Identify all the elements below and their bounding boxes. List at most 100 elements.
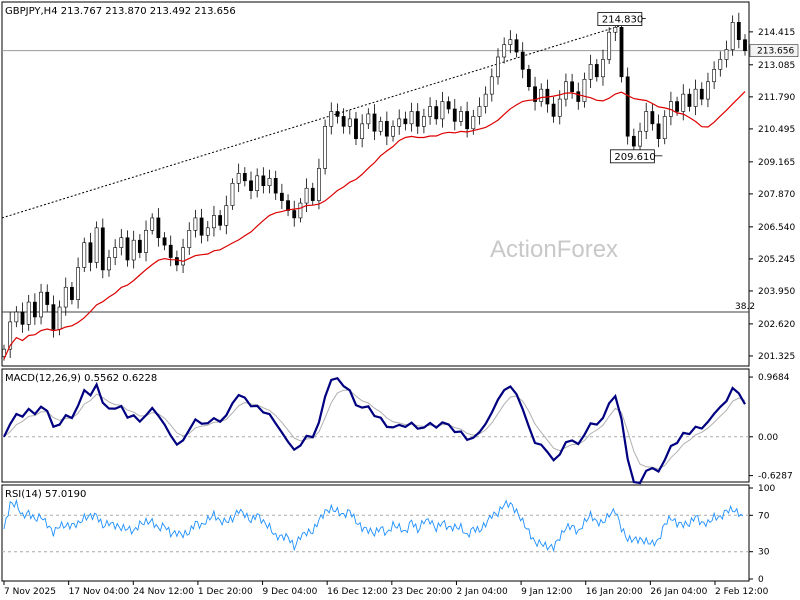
time-tick-label: 24 Nov 12:00	[133, 587, 194, 597]
candle-body	[483, 93, 488, 107]
candle-body	[156, 217, 161, 239]
candle-body	[613, 26, 618, 33]
candle-body	[551, 103, 556, 117]
candle-body	[428, 106, 432, 117]
candle-body	[329, 111, 334, 127]
candle-body	[576, 91, 581, 102]
time-tick-label: 1 Dec 20:00	[198, 587, 253, 597]
candle-body	[298, 202, 303, 219]
candle-body	[51, 304, 56, 330]
annotation-high-label: 214.830	[602, 15, 643, 26]
rsi-axis-ticks: 100 70 30 0	[749, 484, 775, 585]
candle-body	[267, 178, 272, 187]
candle-body	[502, 44, 507, 58]
candle-body	[205, 227, 210, 236]
candle-body	[631, 135, 636, 147]
candle-body	[384, 121, 389, 137]
candle-body	[144, 230, 148, 253]
last-price-box	[749, 44, 799, 57]
candle-body	[88, 242, 93, 263]
time-axis-ticks: 7 Nov 2025 17 Nov 04:00 24 Nov 12:00 1 Dec …	[3, 581, 769, 597]
candles	[2, 12, 747, 361]
candle-body	[378, 121, 383, 132]
candle-body	[354, 118, 358, 139]
candle-body	[607, 31, 612, 60]
candle-body	[415, 111, 420, 127]
candle-body	[76, 267, 81, 300]
candle-body	[465, 111, 470, 130]
price-header: GBPJPY,H4 213.767 213.870 213.492 213.65…	[5, 6, 236, 17]
candle-body	[63, 286, 68, 308]
candle-body	[119, 237, 124, 248]
price-tick-label: 201.325	[758, 352, 795, 362]
candle-body	[57, 306, 62, 330]
candle-body	[526, 69, 531, 88]
price-tick-label: 210.495	[758, 125, 795, 135]
macd-axis-ticks: 0.9684 0.00 -0.6287	[749, 373, 793, 482]
candle-body	[699, 88, 704, 100]
rsi-tick-label: 30	[758, 548, 770, 558]
candle-body	[45, 291, 50, 305]
candle-body	[366, 113, 371, 125]
macd-panel: MACD(12,26,9) 0.5562 0.6228 0.9684 0.00 -0…	[1, 368, 793, 485]
candle-body	[730, 22, 735, 50]
price-panel-frame	[1, 1, 750, 367]
annotation-low-label: 209.610	[614, 152, 655, 163]
candle-body	[168, 244, 173, 258]
candle-body	[255, 175, 260, 191]
candle-body	[625, 76, 630, 137]
candle-body	[446, 101, 451, 110]
annotation-low-box	[609, 149, 655, 164]
candle-body	[736, 22, 741, 40]
candle-body	[20, 311, 25, 325]
annotation-low: 209.610	[609, 149, 663, 164]
candle-body	[533, 86, 537, 102]
candle-body	[236, 173, 241, 184]
candle-body	[570, 81, 575, 92]
watermark: ActionForex	[490, 236, 618, 263]
price-panel: GBPJPY,H4 213.767 213.870 213.492 213.65…	[1, 1, 799, 367]
candle-body	[187, 230, 192, 248]
candle-body	[397, 118, 402, 127]
candle-body	[162, 237, 167, 246]
price-tick-label: 207.870	[758, 190, 795, 200]
macd-header: MACD(12,26,9) 0.5562 0.6228	[5, 373, 157, 384]
time-tick-label: 2 Feb 12:00	[715, 587, 769, 597]
candle-body	[14, 311, 19, 323]
candle-body	[32, 301, 37, 318]
macd-signal-line	[3, 389, 746, 470]
candle-body	[2, 348, 6, 357]
macd-tick-label: 0.00	[758, 433, 778, 443]
candle-body	[26, 301, 31, 325]
candle-body	[82, 242, 87, 268]
candle-body	[175, 257, 179, 266]
annotation-high: 214.830	[597, 12, 646, 26]
candle-body	[8, 321, 13, 350]
candle-body	[557, 98, 562, 117]
annotation-high-box	[597, 12, 643, 26]
candle-body	[273, 178, 278, 194]
candle-body	[107, 257, 111, 271]
candle-body	[638, 130, 642, 147]
candle-body	[261, 175, 266, 187]
candle-body	[403, 118, 408, 125]
time-tick-label: 7 Nov 2025	[4, 587, 56, 597]
candle-body	[459, 111, 463, 122]
candle-body	[409, 111, 414, 125]
candle-body	[94, 227, 99, 263]
time-tick-label: 16 Jan 20:00	[586, 587, 643, 597]
time-tick-label: 17 Nov 04:00	[69, 587, 130, 597]
candle-body	[514, 39, 519, 53]
candle-body	[199, 217, 204, 236]
price-axis-ticks: 214.415 213.085 211.790 210.495 209.165 207.8…	[749, 28, 795, 362]
candle-body	[675, 101, 679, 112]
candle-body	[496, 56, 500, 78]
candle-body	[230, 182, 235, 206]
candle-body	[619, 26, 624, 78]
rsi-tick-label: 0	[758, 575, 764, 585]
candle-body	[718, 59, 723, 70]
time-tick-label: 2 Jan 04:00	[456, 587, 508, 597]
candle-body	[724, 49, 729, 60]
candle-body	[279, 192, 284, 201]
candle-body	[347, 118, 352, 127]
